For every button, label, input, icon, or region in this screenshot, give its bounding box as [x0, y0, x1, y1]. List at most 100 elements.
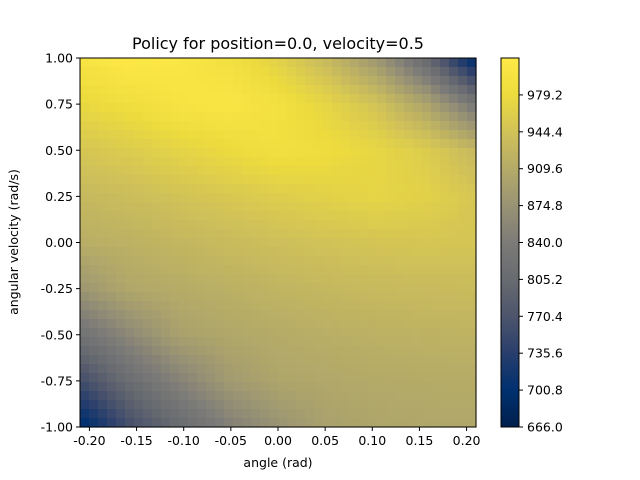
heatmap-cell [89, 103, 99, 113]
heatmap-cell [314, 193, 324, 203]
heatmap-cell [413, 166, 423, 176]
heatmap-cell [305, 319, 315, 329]
heatmap-cell [152, 175, 162, 185]
heatmap-cell [107, 184, 117, 194]
heatmap-cell [368, 301, 378, 311]
heatmap-cell [332, 193, 342, 203]
colorbar-tick-label: 840.0 [527, 235, 563, 250]
heatmap-cell [80, 184, 90, 194]
heatmap-cell [125, 130, 135, 140]
heatmap-cell [296, 211, 306, 221]
heatmap-cell [413, 391, 423, 401]
heatmap-cell [233, 346, 243, 356]
heatmap-cell [125, 112, 135, 122]
heatmap-cell [179, 85, 189, 95]
heatmap-cell [179, 301, 189, 311]
heatmap-cell [251, 328, 261, 338]
heatmap-cell [161, 310, 171, 320]
heatmap-cell [215, 337, 225, 347]
heatmap-cell [260, 418, 270, 428]
heatmap-cell [233, 76, 243, 86]
heatmap-cell [134, 184, 144, 194]
heatmap-cell [89, 292, 99, 302]
heatmap-cell [404, 139, 414, 149]
heatmap-cell [215, 184, 225, 194]
heatmap-cell [314, 103, 324, 113]
heatmap-cell [197, 211, 207, 221]
heatmap-cell [449, 373, 459, 383]
heatmap-cell [98, 391, 108, 401]
heatmap-cell [179, 229, 189, 239]
heatmap-cell [314, 148, 324, 158]
heatmap-cell [233, 373, 243, 383]
y-tick-label: -0.50 [41, 327, 73, 342]
heatmap-cell [386, 319, 396, 329]
heatmap-cell [359, 121, 369, 131]
heatmap-cell [125, 328, 135, 338]
heatmap-cell [449, 130, 459, 140]
heatmap-cell [242, 112, 252, 122]
heatmap-cell [80, 112, 90, 122]
heatmap-cell [458, 301, 468, 311]
heatmap-cell [215, 67, 225, 77]
heatmap-cell [314, 337, 324, 347]
heatmap-cell [134, 328, 144, 338]
heatmap-cell [431, 58, 441, 68]
heatmap-cell [116, 148, 126, 158]
heatmap-cell [251, 301, 261, 311]
heatmap-cell [314, 211, 324, 221]
heatmap-cell [314, 121, 324, 131]
heatmap-cell [116, 85, 126, 95]
heatmap-cell [287, 346, 297, 356]
heatmap-cell [242, 139, 252, 149]
heatmap-cell [413, 211, 423, 221]
heatmap-cell [179, 373, 189, 383]
heatmap-cell [377, 202, 387, 212]
heatmap-cell [404, 301, 414, 311]
heatmap-cell [242, 94, 252, 104]
heatmap-cell [386, 247, 396, 257]
heatmap-cell [188, 58, 198, 68]
heatmap-cell [152, 85, 162, 95]
heatmap-cell [404, 175, 414, 185]
heatmap-cell [161, 418, 171, 428]
heatmap-cell [80, 418, 90, 428]
heatmap-cell [206, 292, 216, 302]
heatmap-cell [197, 85, 207, 95]
heatmap-cell [395, 391, 405, 401]
heatmap-cell [107, 130, 117, 140]
heatmap-cell [332, 364, 342, 374]
heatmap-cell [242, 283, 252, 293]
heatmap-cell [296, 130, 306, 140]
heatmap-cell [152, 337, 162, 347]
heatmap-cell [107, 220, 117, 230]
heatmap-cell [188, 148, 198, 158]
heatmap-cell [197, 355, 207, 365]
heatmap-cell [242, 382, 252, 392]
heatmap-cell [233, 247, 243, 257]
heatmap-cell [143, 292, 153, 302]
heatmap-cell [467, 94, 477, 104]
heatmap-cell [260, 94, 270, 104]
heatmap-cell [206, 409, 216, 419]
heatmap-cell [359, 229, 369, 239]
heatmap-cell [224, 157, 234, 167]
heatmap-cell [458, 346, 468, 356]
y-tick-label: -0.25 [41, 281, 73, 296]
heatmap-cell [125, 265, 135, 275]
heatmap-cell [98, 247, 108, 257]
heatmap-cell [359, 166, 369, 176]
heatmap-cell [422, 238, 432, 248]
heatmap-cell [161, 400, 171, 410]
heatmap-cell [89, 247, 99, 257]
heatmap-cell [440, 211, 450, 221]
heatmap-cell [323, 148, 333, 158]
heatmap-cell [332, 94, 342, 104]
heatmap-cell [377, 274, 387, 284]
heatmap-cell [359, 373, 369, 383]
heatmap-cell [323, 265, 333, 275]
heatmap-cell [107, 382, 117, 392]
heatmap-cell [80, 373, 90, 383]
heatmap-cell [242, 238, 252, 248]
heatmap-cell [296, 76, 306, 86]
